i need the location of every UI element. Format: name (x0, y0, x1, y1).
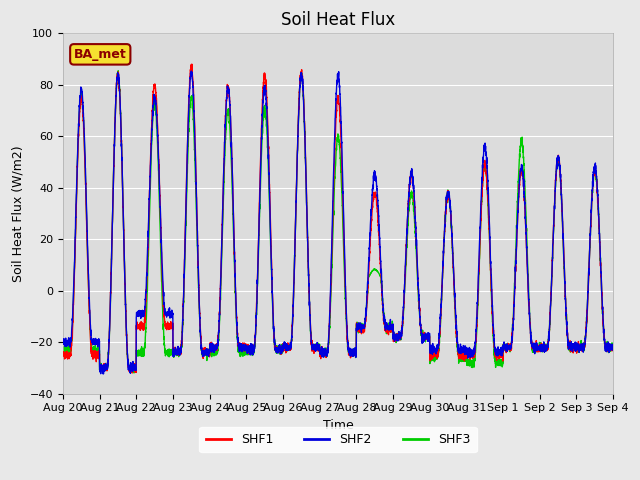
X-axis label: Time: Time (323, 419, 353, 432)
Legend: SHF1, SHF2, SHF3: SHF1, SHF2, SHF3 (200, 427, 477, 452)
Y-axis label: Soil Heat Flux (W/m2): Soil Heat Flux (W/m2) (11, 145, 24, 282)
Text: BA_met: BA_met (74, 48, 127, 61)
Title: Soil Heat Flux: Soil Heat Flux (281, 11, 395, 29)
